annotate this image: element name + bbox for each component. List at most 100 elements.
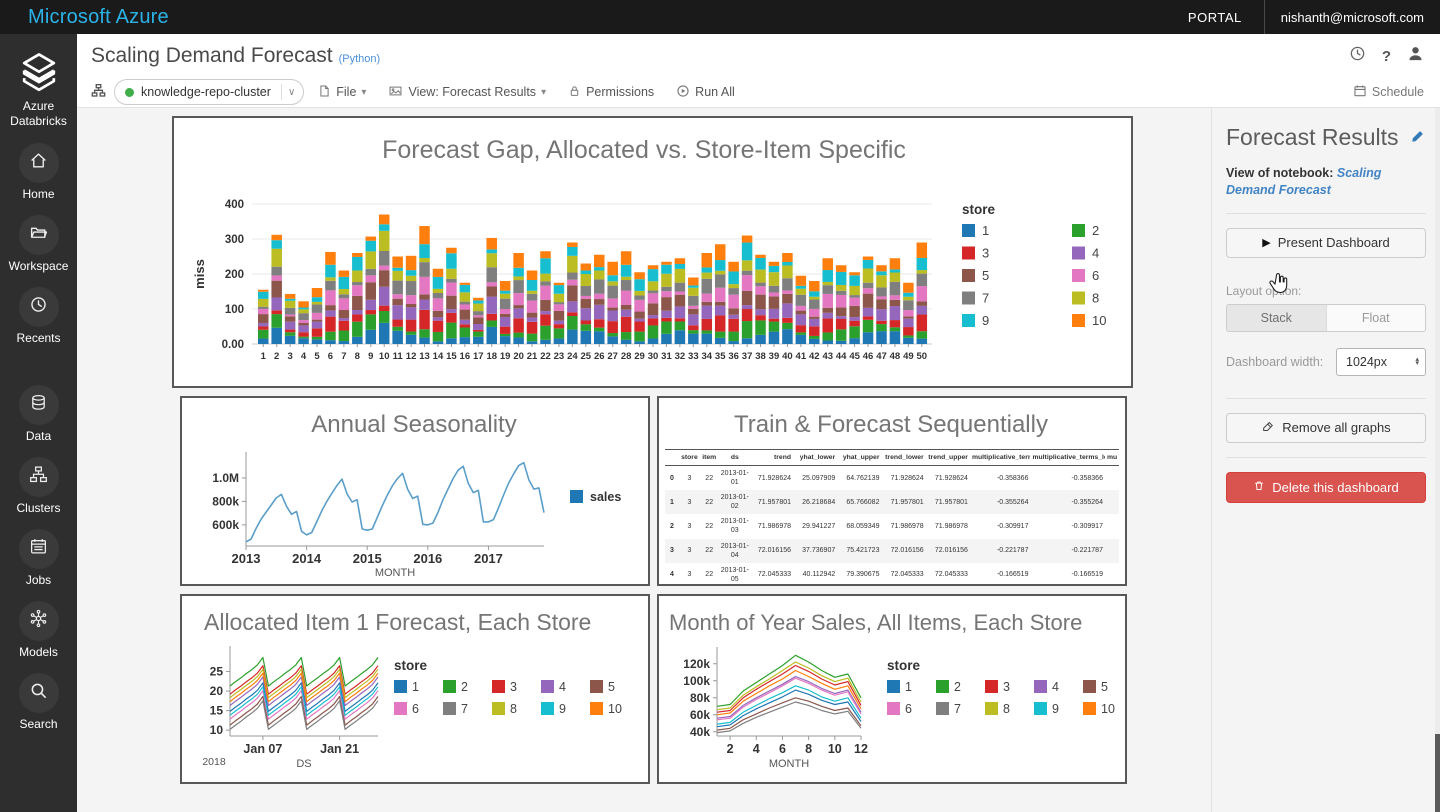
dashboard-card-forecast-gap[interactable]: Forecast Gap, Allocated vs. Store-Item S… — [172, 116, 1133, 388]
table-row: 3 3 22 2013-01-04 72.016156 37.736907 75.42172… — [665, 538, 1119, 563]
svg-text:800k: 800k — [212, 494, 239, 508]
delete-dashboard-button[interactable]: Delete this dashboard — [1226, 471, 1426, 503]
user-avatar-icon[interactable] — [1407, 45, 1424, 67]
svg-text:45: 45 — [849, 351, 860, 362]
svg-text:44: 44 — [836, 351, 847, 362]
workspace-folder-icon — [29, 223, 48, 247]
edit-pencil-icon[interactable] — [1410, 128, 1426, 149]
dashboard-card-allocated-forecast[interactable]: Allocated Item 1 Forecast, Each Store 10 1… — [180, 594, 650, 784]
portal-link[interactable]: PORTAL — [1187, 9, 1242, 25]
svg-text:9: 9 — [368, 351, 373, 362]
sidebar-item-models[interactable]: Models — [0, 601, 77, 659]
svg-text:2: 2 — [1092, 223, 1099, 238]
svg-text:8: 8 — [355, 351, 360, 362]
notebook-header: Scaling Demand Forecast (Python) ? knowl… — [77, 34, 1440, 108]
view-menu[interactable]: View: Forecast Results ▾ — [388, 84, 546, 101]
sidebar-item-clusters[interactable]: Clusters — [0, 457, 77, 515]
svg-text:18: 18 — [486, 351, 497, 362]
sidebar-item-home[interactable]: Home — [0, 143, 77, 201]
forecast-gap-chart: Forecast Gap, Allocated vs. Store-Item S… — [192, 136, 1106, 362]
layout-stack-option[interactable]: Stack — [1227, 304, 1326, 331]
svg-text:10: 10 — [828, 742, 842, 756]
table-header-yhat_lower: yhat_lower — [793, 449, 838, 466]
svg-text:4: 4 — [559, 680, 566, 694]
svg-text:8: 8 — [1092, 291, 1099, 306]
sidebar-item-search[interactable]: Search — [0, 673, 77, 731]
svg-text:30: 30 — [648, 351, 659, 362]
table-header-index — [665, 449, 679, 466]
dashboard-width-select[interactable]: 1024px ▴ ▾ — [1336, 347, 1426, 376]
layout-option-label: Layout option: — [1226, 283, 1302, 298]
svg-text:22: 22 — [540, 351, 551, 362]
svg-text:14: 14 — [433, 351, 444, 362]
svg-text:10: 10 — [1092, 313, 1106, 328]
cluster-tree-icon — [91, 83, 106, 101]
present-dashboard-button[interactable]: ▶ Present Dashboard — [1226, 227, 1426, 258]
svg-text:9: 9 — [1052, 702, 1059, 716]
table-card-title: Train & Forecast Sequentially — [734, 411, 1048, 438]
svg-text:1: 1 — [905, 680, 912, 694]
svg-text:Train & Forecast Sequentially: Train & Forecast Sequentially — [734, 411, 1048, 438]
table-row: 1 3 22 2013-01-02 71.957801 26.218684 65.76608… — [665, 490, 1119, 515]
play-circle-icon — [676, 84, 690, 101]
sidebar-item-workspace[interactable]: Workspace — [0, 215, 77, 273]
history-icon[interactable] — [1349, 45, 1366, 67]
svg-text:3: 3 — [1003, 680, 1010, 694]
svg-text:120k: 120k — [683, 657, 710, 671]
user-email[interactable]: nishanth@microsoft.com — [1280, 9, 1424, 25]
vertical-scrollbar[interactable] — [1435, 108, 1440, 812]
table-header-multiplicative_terms_lower: multiplicative_terms_lower — [1030, 449, 1105, 466]
svg-text:MONTH: MONTH — [769, 758, 809, 770]
svg-text:Month of Year Sales, All Items: Month of Year Sales, All Items, Each Sto… — [669, 610, 1082, 635]
svg-text:12: 12 — [854, 742, 868, 756]
schedule-button[interactable]: Schedule — [1353, 84, 1424, 101]
svg-text:28: 28 — [621, 351, 632, 362]
cluster-selector[interactable]: knowledge-repo-cluster ∨ — [114, 79, 305, 105]
svg-text:25: 25 — [581, 351, 592, 362]
svg-text:6: 6 — [905, 702, 912, 716]
remove-all-graphs-button[interactable]: Remove all graphs — [1226, 412, 1426, 443]
dashboard-card-annual-seasonality[interactable]: Annual Seasonality 600k 800k 1.0M 2013 2014 20… — [180, 396, 650, 586]
svg-text:38: 38 — [755, 351, 766, 362]
svg-text:Forecast Gap, Allocated vs. St: Forecast Gap, Allocated vs. Store-Item S… — [382, 136, 906, 164]
svg-text:13: 13 — [419, 351, 430, 362]
svg-text:store: store — [887, 658, 921, 673]
dashboard-width-label: Dashboard width: — [1226, 354, 1324, 369]
sidebar-item-data[interactable]: Data — [0, 385, 77, 443]
dashboard-settings-panel: Forecast Results View of notebook: Scali… — [1211, 108, 1440, 812]
layout-float-option[interactable]: Float — [1325, 304, 1425, 331]
svg-text:20: 20 — [513, 351, 524, 362]
svg-text:store: store — [394, 658, 428, 673]
table-header-mu: mu — [1104, 449, 1119, 466]
svg-text:6: 6 — [328, 351, 333, 362]
dashboard-card-train-forecast[interactable]: Train & Forecast Sequentially store item d… — [657, 396, 1127, 586]
notebook-link[interactable]: Scaling Demand Forecast — [1226, 166, 1382, 197]
forecast-table: store item ds trend yhat_lower yhat_upper tren… — [665, 449, 1119, 587]
svg-text:31: 31 — [661, 351, 672, 362]
svg-text:MONTH: MONTH — [375, 567, 415, 579]
svg-text:21: 21 — [527, 351, 538, 362]
svg-text:15: 15 — [446, 351, 457, 362]
svg-text:26: 26 — [594, 351, 605, 362]
svg-text:15: 15 — [210, 704, 224, 718]
permissions-button[interactable]: Permissions — [568, 84, 654, 101]
table-row: 4 3 22 2013-01-05 72.045333 40.112942 79.39067… — [670, 566, 1103, 583]
databricks-logo-icon[interactable]: Azure Databricks — [0, 50, 77, 129]
dashboard-card-month-of-year[interactable]: Month of Year Sales, All Items, Each Sto… — [657, 594, 1127, 784]
svg-text:200: 200 — [225, 269, 244, 281]
svg-text:miss: miss — [192, 259, 207, 289]
scrollbar-thumb[interactable] — [1435, 734, 1440, 812]
svg-text:10: 10 — [1101, 702, 1115, 716]
svg-text:8: 8 — [805, 742, 812, 756]
sidebar-item-jobs[interactable]: Jobs — [0, 529, 77, 587]
help-icon[interactable]: ? — [1381, 47, 1391, 65]
annual-seasonality-chart: Annual Seasonality 600k 800k 1.0M 2013 2014 20… — [212, 411, 621, 579]
svg-text:19: 19 — [500, 351, 511, 362]
svg-text:6: 6 — [779, 742, 786, 756]
svg-text:Jan 07: Jan 07 — [243, 742, 282, 756]
sidebar-item-recents[interactable]: Recents — [0, 287, 77, 345]
file-menu[interactable]: File ▾ — [318, 84, 366, 101]
svg-text:12: 12 — [406, 351, 417, 362]
run-all-button[interactable]: Run All — [676, 84, 735, 101]
svg-text:49: 49 — [903, 351, 914, 362]
